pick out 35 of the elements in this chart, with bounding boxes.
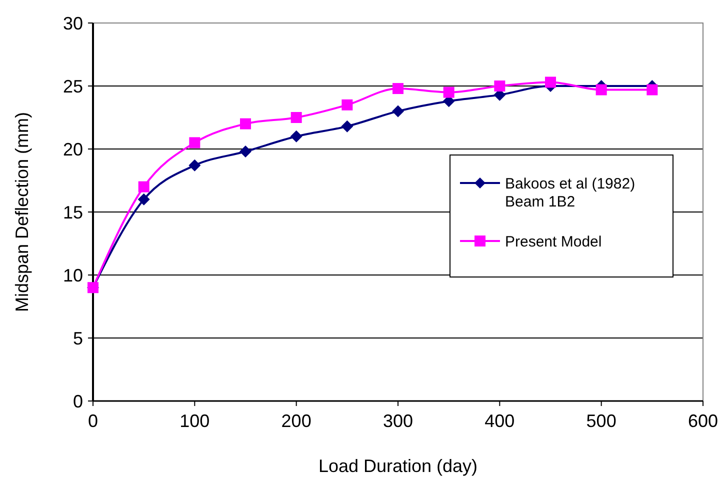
point: [443, 86, 454, 98]
point: [290, 112, 302, 123]
x-axis-title: Load Duration (day): [318, 456, 478, 476]
point: [240, 118, 251, 130]
x-tick-label: 300: [382, 411, 414, 431]
y-axis-title: Midspan Deflection (mm): [12, 112, 32, 312]
point: [188, 159, 201, 172]
point: [240, 146, 252, 158]
point: [494, 80, 506, 92]
x-tick-label: 0: [88, 411, 98, 431]
x-tick-label: 100: [180, 411, 210, 431]
point: [189, 137, 200, 148]
point: [392, 83, 404, 94]
legend-label: Present Model: [505, 233, 602, 250]
point: [545, 76, 556, 88]
point: [290, 130, 302, 142]
x-tick-label: 500: [586, 411, 616, 431]
point: [392, 105, 404, 118]
y-tick-label: 15: [62, 202, 83, 222]
point: [341, 120, 354, 132]
point: [138, 193, 150, 206]
point: [342, 99, 353, 110]
x-tick-label: 400: [484, 411, 515, 431]
point: [646, 84, 658, 96]
y-tick-label: 20: [62, 139, 83, 160]
x-tick-label: 200: [281, 411, 312, 431]
legend-label: Bakoos et al (1982) Beam 1B2: [505, 175, 636, 210]
y-tick-label: 5: [72, 328, 83, 348]
point: [138, 181, 150, 192]
y-tick-label: 25: [62, 76, 83, 96]
y-tick-label: 10: [62, 265, 83, 286]
point: [596, 84, 607, 96]
x-tick-label: 600: [688, 411, 718, 431]
y-tick-label: 0: [72, 391, 83, 412]
y-tick-label: 30: [62, 13, 83, 34]
